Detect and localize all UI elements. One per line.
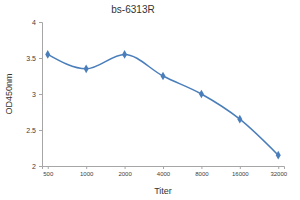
chart: 2 2.5 3 3.5 4 500 1000 2000 4000 8000 16000 32000 bs…: [0, 0, 300, 200]
title: bs-6313R: [111, 4, 154, 15]
y-tick: 2: [32, 163, 42, 170]
marker: [276, 151, 281, 160]
y-axis-title: OD450nm: [4, 73, 14, 114]
x-tick-label: 1000: [80, 171, 94, 177]
y-tick-label: 4: [32, 19, 36, 26]
y-tick-label: 2.5: [26, 127, 36, 134]
x-tick-mark: [86, 166, 87, 169]
x-tick-label: 500: [43, 171, 54, 177]
marker: [199, 90, 204, 99]
x-tick-label: 2000: [118, 171, 132, 177]
marker: [122, 50, 127, 59]
y-tick-label: 3: [32, 91, 36, 98]
x-tick-mark: [125, 166, 126, 169]
y-tick-mark: [39, 166, 42, 167]
y-axis: 2 2.5 3 3.5 4: [26, 19, 42, 170]
x-tick-label: 16000: [232, 171, 249, 177]
y-tick: 2.5: [26, 127, 42, 134]
y-tick-mark: [39, 94, 42, 95]
y-tick-mark: [39, 22, 42, 23]
x-tick-mark: [278, 166, 279, 169]
marker: [237, 115, 242, 124]
x-tick-label: 8000: [195, 171, 209, 177]
x-axis-title: Titer: [154, 186, 172, 196]
x-axis-line: [43, 167, 285, 170]
x-tick: 32000: [270, 166, 287, 177]
y-tick-mark: [39, 130, 42, 131]
x-tick: 16000: [232, 166, 249, 177]
x-tick-label: 32000: [270, 171, 287, 177]
marker: [45, 50, 50, 59]
x-tick-mark: [48, 166, 49, 169]
x-tick-mark: [201, 166, 202, 169]
x-tick-mark: [163, 166, 164, 169]
y-tick-label: 3.5: [26, 55, 36, 62]
y-tick: 3.5: [26, 55, 42, 62]
y-tick-label: 2: [32, 163, 36, 170]
series: [45, 50, 281, 160]
x-tick: 1000: [80, 166, 94, 177]
x-tick-label: 4000: [157, 171, 171, 177]
line: [48, 54, 278, 155]
marker: [160, 72, 165, 81]
y-tick: 4: [32, 19, 42, 26]
y-axis-line: [39, 23, 43, 167]
x-tick: 500: [43, 166, 54, 177]
marker: [84, 64, 89, 73]
x-tick: 4000: [157, 166, 171, 177]
x-axis: 500 1000 2000 4000 8000 16000 32000: [43, 166, 288, 177]
y-tick-mark: [39, 58, 42, 59]
x-tick: 2000: [118, 166, 132, 177]
x-tick-mark: [240, 166, 241, 169]
y-tick: 3: [32, 91, 42, 98]
plot: 2 2.5 3 3.5 4 500 1000 2000 4000 8000 16000 32000: [26, 19, 287, 178]
x-tick: 8000: [195, 166, 209, 177]
